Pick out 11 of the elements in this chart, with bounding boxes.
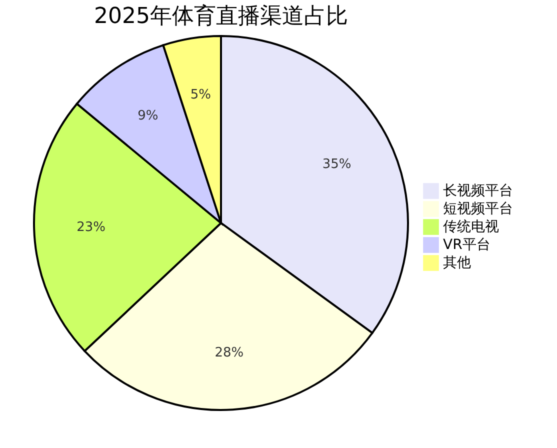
- data-label: 28%: [214, 346, 244, 361]
- data-label: 35%: [322, 156, 352, 172]
- data-label: 23%: [76, 220, 106, 236]
- legend-label: VR平台: [443, 237, 490, 253]
- data-label: 5%: [190, 88, 211, 103]
- legend-label: 短视频平台: [443, 201, 513, 217]
- legend-label: 其他: [443, 255, 471, 271]
- legend-label: 长视频平台: [443, 183, 513, 199]
- legend-label: 传统电视: [443, 219, 499, 235]
- data-label: 9%: [138, 108, 158, 124]
- chart-title: 2025年体育直播渠道占比: [94, 3, 348, 29]
